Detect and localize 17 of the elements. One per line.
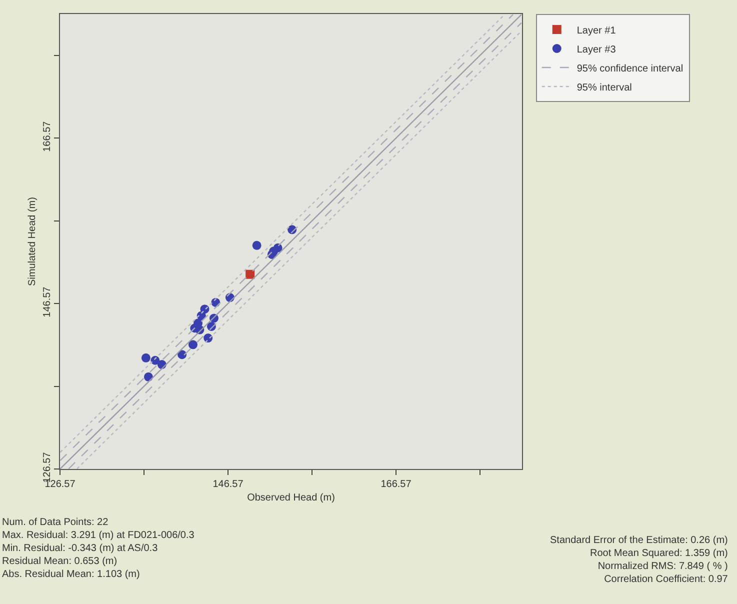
legend-label: 95% interval [576,82,632,94]
point [188,340,198,350]
y-tick-label: 166.57 [42,120,53,152]
point [252,240,262,250]
point [273,243,282,252]
legend-label: 95% confidence interval [576,63,684,74]
x-tick-label: 146.57 [212,479,244,490]
text: Standard Error of the Estimate: 0.26 (m) Root Mean Squared: 1.359 (m) Normalized RMS: 7.849 ( % ) Correlation Coefficient: 0.97 [550,535,728,585]
text: Num. of Data Points: 22 Max. Residual: 3.291 (m) at FD021-006/0.3 Min. Residual: -0.343 (m) at AS/0.3 Residual Mean: 0.653 (m) Abs. Residual Mean: 1.103 (m) [2,517,195,580]
point [246,270,255,279]
x-axis-title: Observed Head (m) [247,492,335,504]
x-tick-label: 166.57 [380,479,412,490]
y-tick-label: 146.57 [42,286,53,318]
point [141,353,150,362]
legend-label: Layer #1 [576,25,616,36]
y-axis-title: Simulated Head (m) [27,197,38,286]
legend-label: Layer #3 [576,44,616,56]
